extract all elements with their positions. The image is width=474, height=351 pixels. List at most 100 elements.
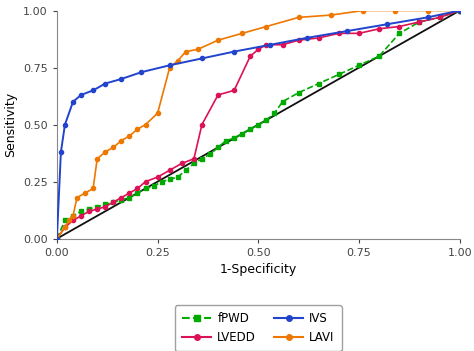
fPWD (86, 207, 92, 211)
Legend: fPWD, LVEDD, IVS, LAVI: fPWD, LVEDD, IVS, LAVI (175, 305, 342, 351)
LAVI (296, 15, 301, 19)
IVS (70, 100, 76, 104)
IVS (199, 56, 205, 60)
LVEDD (135, 186, 140, 191)
LAVI (215, 38, 221, 42)
IVS (62, 122, 68, 127)
fPWD (223, 138, 229, 143)
LAVI (127, 134, 132, 138)
fPWD (183, 168, 189, 172)
fPWD (247, 127, 253, 131)
LAVI (175, 59, 181, 63)
IVS (167, 63, 173, 67)
LVEDD (54, 237, 60, 241)
LAVI (70, 214, 76, 218)
LAVI (90, 186, 96, 191)
Line: LAVI: LAVI (55, 8, 462, 241)
fPWD (356, 63, 362, 67)
LVEDD (86, 209, 92, 213)
fPWD (143, 186, 148, 191)
LAVI (328, 13, 334, 17)
fPWD (376, 54, 382, 58)
fPWD (457, 8, 463, 13)
IVS (58, 150, 64, 154)
fPWD (54, 237, 60, 241)
LVEDD (255, 47, 261, 52)
IVS (138, 70, 144, 74)
IVS (78, 93, 84, 97)
LAVI (155, 111, 160, 115)
LAVI (239, 31, 245, 35)
LVEDD (118, 196, 124, 200)
LAVI (183, 49, 189, 54)
IVS (54, 237, 60, 241)
fPWD (118, 198, 124, 202)
Line: fPWD: fPWD (55, 8, 462, 241)
Line: IVS: IVS (55, 8, 462, 241)
LAVI (195, 47, 201, 52)
LVEDD (316, 36, 321, 40)
fPWD (175, 175, 181, 179)
LAVI (82, 191, 88, 195)
fPWD (167, 177, 173, 181)
fPWD (62, 218, 68, 223)
fPWD (70, 214, 76, 218)
LVEDD (127, 191, 132, 195)
fPWD (417, 20, 422, 24)
LAVI (360, 8, 366, 13)
LAVI (54, 237, 60, 241)
IVS (304, 36, 310, 40)
LVEDD (102, 205, 108, 209)
fPWD (396, 31, 402, 35)
fPWD (199, 157, 205, 161)
fPWD (316, 81, 321, 86)
LVEDD (179, 161, 184, 165)
LAVI (102, 150, 108, 154)
fPWD (151, 184, 156, 188)
IVS (90, 88, 96, 92)
LVEDD (437, 15, 442, 19)
LAVI (425, 8, 430, 13)
X-axis label: 1-Specificity: 1-Specificity (220, 263, 297, 276)
LAVI (264, 24, 269, 28)
LVEDD (336, 31, 342, 35)
IVS (384, 22, 390, 26)
IVS (425, 15, 430, 19)
LVEDD (155, 175, 160, 179)
fPWD (135, 191, 140, 195)
fPWD (280, 100, 285, 104)
fPWD (231, 136, 237, 140)
IVS (231, 49, 237, 54)
LVEDD (264, 43, 269, 47)
LAVI (62, 225, 68, 230)
LVEDD (396, 24, 402, 28)
IVS (118, 77, 124, 81)
LVEDD (296, 38, 301, 42)
IVS (344, 29, 350, 33)
LVEDD (280, 43, 285, 47)
fPWD (94, 205, 100, 209)
fPWD (78, 209, 84, 213)
fPWD (191, 161, 197, 165)
LVEDD (457, 8, 463, 13)
fPWD (296, 91, 301, 95)
fPWD (255, 122, 261, 127)
LAVI (143, 122, 148, 127)
fPWD (336, 72, 342, 77)
fPWD (110, 200, 116, 204)
IVS (457, 8, 463, 13)
IVS (267, 43, 273, 47)
LAVI (110, 145, 116, 150)
LVEDD (167, 168, 173, 172)
LVEDD (199, 122, 205, 127)
LVEDD (376, 27, 382, 31)
LAVI (167, 65, 173, 69)
LVEDD (191, 157, 197, 161)
fPWD (264, 118, 269, 122)
Line: LVEDD: LVEDD (55, 8, 462, 241)
fPWD (207, 152, 213, 157)
fPWD (102, 202, 108, 206)
LVEDD (231, 88, 237, 92)
LAVI (457, 8, 463, 13)
LVEDD (215, 93, 221, 97)
